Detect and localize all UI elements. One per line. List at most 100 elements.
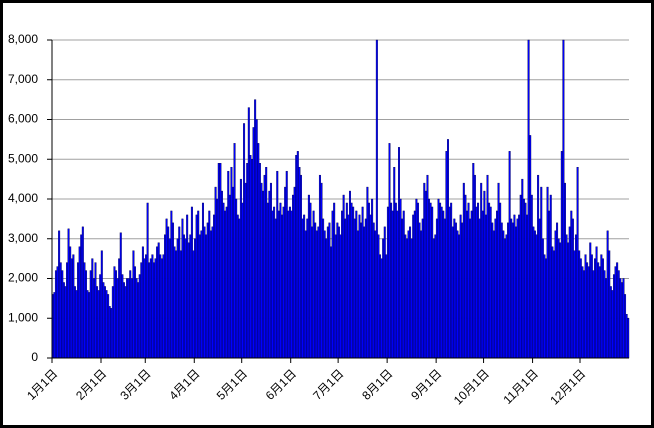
bar (367, 202, 370, 359)
bar (230, 166, 233, 359)
bar (225, 206, 228, 359)
bar (361, 206, 364, 359)
bar (401, 218, 404, 359)
bar (239, 178, 242, 359)
bar (285, 170, 288, 359)
y-tick-label: 4,000 (8, 191, 38, 205)
bar (603, 270, 606, 359)
bar (249, 155, 252, 359)
bar (107, 294, 110, 359)
bar (53, 292, 56, 359)
bar (348, 190, 351, 359)
bar (183, 234, 185, 359)
bar (277, 210, 280, 359)
bar (238, 218, 241, 359)
bar (503, 238, 506, 359)
bar (203, 226, 206, 359)
bar (59, 262, 62, 359)
bar (247, 107, 250, 359)
bar (443, 218, 446, 359)
bar (614, 266, 617, 359)
bar (578, 250, 581, 359)
bar (341, 210, 344, 359)
bar (232, 186, 234, 359)
bar (605, 278, 608, 359)
bar (186, 214, 189, 359)
bar (201, 202, 204, 359)
bar (442, 210, 445, 359)
bar (492, 230, 495, 359)
bar (244, 182, 247, 359)
bar (431, 206, 434, 359)
bar (410, 238, 413, 359)
bar (181, 218, 184, 359)
bar (72, 254, 75, 359)
bar (228, 194, 231, 359)
bar (75, 290, 78, 359)
bar (255, 119, 258, 359)
bar (260, 182, 263, 359)
bar (141, 246, 144, 359)
bar (573, 250, 576, 359)
bar (292, 194, 295, 359)
bar (475, 206, 478, 359)
bar (356, 230, 359, 359)
bar (124, 286, 127, 359)
bar (396, 210, 399, 359)
bar (328, 222, 331, 359)
bar (303, 214, 306, 359)
bar (243, 123, 246, 359)
bar (352, 206, 355, 359)
bar (570, 210, 573, 359)
bar (130, 278, 133, 359)
bar (554, 230, 557, 359)
bar (350, 202, 353, 359)
bar (198, 234, 201, 359)
bar (516, 218, 519, 359)
bar (307, 194, 310, 359)
bar (211, 226, 214, 359)
bar (84, 270, 87, 359)
bar (271, 210, 274, 359)
bar (584, 254, 587, 359)
bar (360, 222, 363, 359)
y-tick-label: 6,000 (8, 112, 38, 126)
bar (527, 39, 530, 359)
bar (317, 226, 320, 359)
bar (560, 151, 563, 359)
bar (625, 314, 628, 359)
bar (366, 186, 369, 359)
bar (601, 258, 604, 359)
bar (78, 246, 81, 359)
bar (100, 250, 103, 359)
bar (394, 202, 397, 359)
bar (546, 186, 549, 359)
bar (552, 250, 555, 359)
bar (390, 202, 393, 359)
bar (148, 262, 151, 359)
bar (233, 143, 236, 359)
bar (526, 214, 529, 359)
bar (334, 234, 337, 359)
bar (62, 282, 65, 359)
bar (426, 174, 429, 359)
bar (296, 151, 299, 359)
bar (219, 163, 222, 359)
bar (143, 258, 146, 359)
bar (513, 214, 516, 359)
bar (159, 254, 162, 359)
bar (589, 242, 592, 359)
bar (309, 202, 312, 359)
bar (537, 174, 540, 359)
bar (619, 278, 622, 359)
bar (364, 218, 367, 359)
bar (214, 186, 217, 359)
bar (500, 222, 503, 359)
bar (521, 178, 524, 359)
bar (151, 254, 154, 359)
bar (582, 270, 585, 359)
bar (205, 234, 208, 359)
bar (424, 190, 427, 359)
